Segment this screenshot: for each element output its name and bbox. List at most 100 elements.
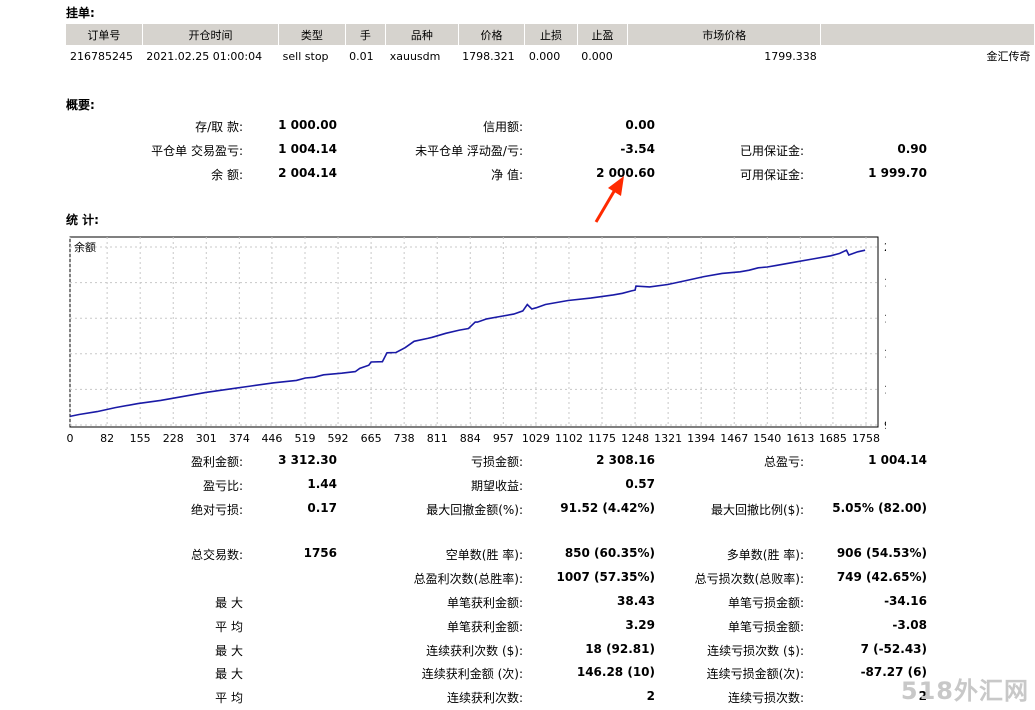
stat-value: 1007 (57.35%) (556, 570, 655, 584)
stat-label: 单笔获利金额: (446, 596, 523, 610)
stat-label: 期望收益: (470, 479, 523, 493)
column-header[interactable]: 手 (345, 24, 387, 45)
stat-value: 1756 (303, 546, 337, 560)
stat-value: 2 308.16 (596, 453, 655, 467)
stat-label: 盈利金额: (190, 455, 243, 469)
y-tick-label: 1837 (884, 277, 886, 290)
stat-value: -3.08 (892, 618, 927, 632)
stat-label: 可用保证金: (739, 168, 804, 182)
x-tick-label: 0 (67, 432, 74, 445)
stat-label: 净 值: (491, 168, 523, 182)
stat-label: 连续亏损次数 ($): (707, 644, 804, 658)
table-row[interactable]: 216785245 2021.02.25 01:00:04 sell stop 0.0… (66, 45, 1035, 67)
column-header[interactable]: 品种 (385, 24, 459, 45)
stat-value: 906 (54.53%) (836, 546, 927, 560)
watermark: 518外汇网 (900, 677, 1029, 705)
stat-label: 平仓单 交易盈亏: (151, 144, 243, 158)
table-cell: 0.01 (349, 49, 374, 63)
x-tick-label: 1758 (852, 432, 880, 445)
stat-label: 多单数(胜 率): (726, 548, 804, 562)
pending-orders-table: 订单号 开仓时间 类型手品种 价格 止损 止盈 市场价格 216785245 2021.02.… (66, 24, 1035, 67)
stat-value: 5.05% (82.00) (832, 501, 927, 515)
stat-label: 单笔获利金额: (446, 620, 523, 634)
stat-value: 749 (42.65%) (836, 570, 927, 584)
x-tick-label: 1102 (555, 432, 583, 445)
stat-value: 2 000.60 (596, 166, 655, 180)
column-header[interactable]: 价格 (458, 24, 526, 45)
stat-value: 0.00 (625, 118, 655, 132)
x-tick-label: 155 (130, 432, 151, 445)
stat-value: -34.16 (884, 594, 927, 608)
stat-value: 2 (646, 689, 655, 703)
column-header[interactable]: 开仓时间 (142, 24, 280, 45)
stat-value: -87.27 (6) (860, 665, 927, 679)
y-tick-label: 2060 (884, 241, 886, 254)
stat-label: 盈亏比: (202, 479, 243, 493)
table-cell: 0.000 (528, 49, 561, 63)
x-tick-label: 374 (229, 432, 250, 445)
table-cell: 216785245 (70, 49, 133, 63)
x-tick-label: 82 (100, 432, 114, 445)
table-cell: sell stop (282, 49, 329, 63)
x-tick-label: 446 (261, 432, 282, 445)
column-header[interactable]: 止损 (524, 24, 578, 45)
stat-label: 余 额: (211, 168, 243, 182)
x-tick-label: 884 (460, 432, 481, 445)
stat-label: 最 大 (215, 667, 243, 681)
x-tick-label: 957 (493, 432, 514, 445)
annotation-arrow-icon (594, 176, 624, 223)
stat-value: 91.52 (4.42%) (560, 501, 655, 515)
balance-series-line (69, 249, 866, 418)
stat-value: 3.29 (625, 618, 655, 632)
chart-title: 余额 (74, 240, 96, 254)
stat-value: 38.43 (617, 594, 655, 608)
stat-label: 连续亏损次数: (727, 691, 804, 705)
table-cell: 2021.02.25 01:00:04 (146, 49, 263, 63)
stat-value: 2 (918, 689, 927, 703)
stat-label: 信用额: (482, 120, 523, 134)
column-header[interactable]: 止盈 (577, 24, 629, 45)
stat-label: 总盈利次数(总胜率): (413, 572, 523, 586)
table-cell: 0.000 (581, 49, 613, 63)
stat-label: 最 大 (215, 644, 243, 658)
stat-label: 已用保证金: (739, 144, 804, 158)
stat-label: 总亏损次数(总败率): (694, 572, 804, 586)
table-header-row: 订单号 开仓时间 类型手品种 价格 止损 止盈 市场价格 (66, 24, 1035, 45)
column-header[interactable]: 类型 (278, 24, 346, 45)
x-tick-label: 1029 (522, 432, 550, 445)
x-tick-label: 1540 (753, 432, 781, 445)
stats-title: 统 计: (66, 213, 99, 227)
x-tick-label: 519 (294, 432, 315, 445)
x-tick-label: 811 (427, 432, 448, 445)
summary-title: 概要: (66, 98, 95, 112)
stat-label: 连续获利金额 (次): (421, 667, 523, 681)
stat-value: 0.57 (625, 477, 655, 491)
x-tick-label: 738 (394, 432, 415, 445)
stat-label: 空单数(胜 率): (445, 548, 523, 562)
stat-value: 18 (92.81) (585, 642, 655, 656)
plot-area (69, 236, 879, 428)
x-tick-label: 1175 (588, 432, 616, 445)
column-header[interactable]: 订单号 (66, 24, 143, 45)
table-cell: 1799.338 (764, 49, 817, 63)
column-header[interactable]: 市场价格 (627, 24, 822, 45)
stat-value: 0.17 (307, 501, 337, 515)
stat-label: 平 均 (215, 691, 243, 705)
stat-value: 0.90 (897, 142, 927, 156)
x-tick-label: 1467 (720, 432, 748, 445)
x-tick-label: 592 (328, 432, 349, 445)
x-tick-label: 665 (361, 432, 382, 445)
pending-orders-title: 挂单: (66, 6, 95, 20)
stat-label: 最 大 (215, 596, 243, 610)
stat-value: 1 004.14 (868, 453, 927, 467)
x-tick-label: 1321 (654, 432, 682, 445)
stat-value: -3.54 (620, 142, 655, 156)
x-tick-label: 1685 (819, 432, 847, 445)
table-cell: 1798.321 (462, 49, 515, 63)
x-tick-label: 1394 (687, 432, 715, 445)
y-tick-label: 946 (884, 419, 886, 432)
stat-label: 最大回撤比例($): (710, 503, 804, 517)
y-tick-label: 1614 (884, 312, 886, 325)
column-header[interactable] (820, 24, 1035, 45)
stat-label: 存/取 款: (195, 120, 243, 134)
